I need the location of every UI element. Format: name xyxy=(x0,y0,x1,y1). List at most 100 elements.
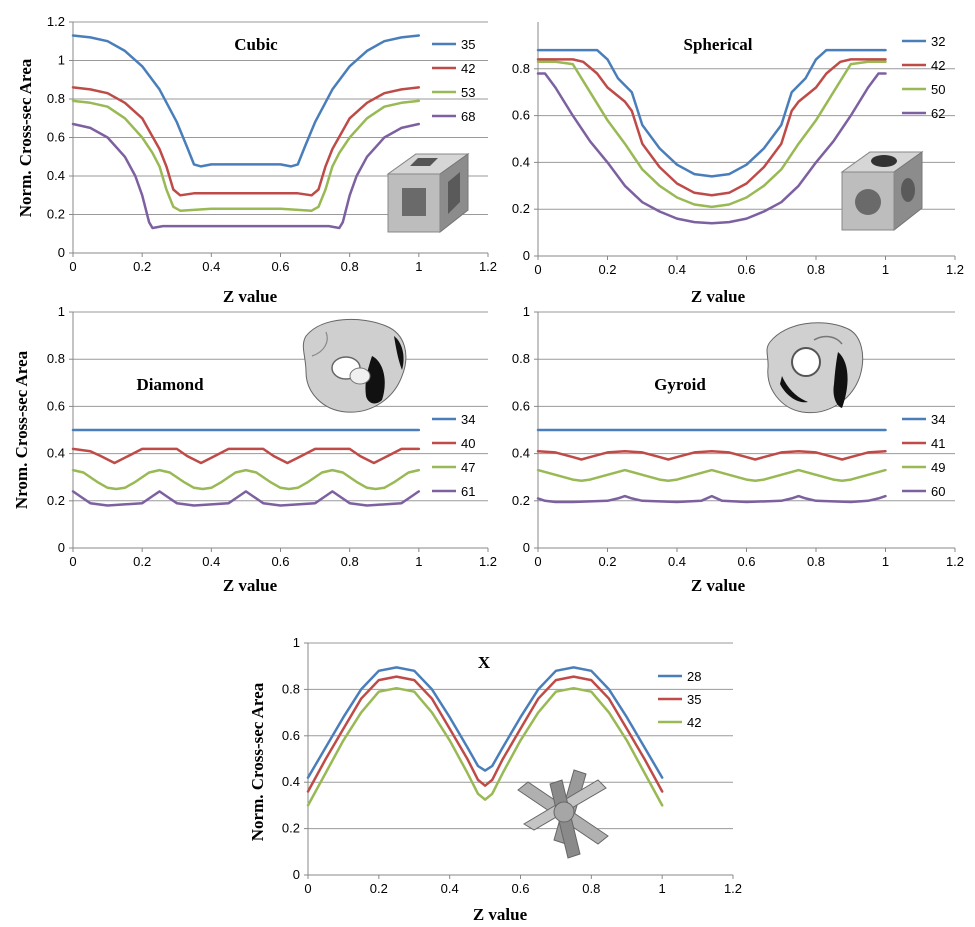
y-axis-title: Norm. Cross-sec Area xyxy=(248,682,267,841)
legend-label: 61 xyxy=(461,484,475,499)
x-tick-label: 0.2 xyxy=(133,259,151,274)
x-axis-title: Z value xyxy=(473,905,528,924)
x-tick-label: 1.2 xyxy=(724,881,742,896)
y-tick-label: 0.6 xyxy=(47,398,65,413)
y-tick-label: 1 xyxy=(58,53,65,68)
chart-title: Spherical xyxy=(684,35,753,54)
x-tick-label: 0.4 xyxy=(202,554,220,569)
y-tick-label: 0 xyxy=(58,245,65,260)
y-tick-label: 1 xyxy=(523,304,530,319)
series-line-42 xyxy=(306,686,664,807)
x-tick-label: 1 xyxy=(415,554,422,569)
x-tick-label: 0.6 xyxy=(271,554,289,569)
y-tick-label: 0.2 xyxy=(47,207,65,222)
series-line-47 xyxy=(71,468,421,491)
legend-label: 62 xyxy=(931,106,945,121)
y-tick-label: 0.2 xyxy=(512,493,530,508)
chart-title: Cubic xyxy=(234,35,278,54)
chart-title: Gyroid xyxy=(654,375,706,394)
y-tick-label: 0.4 xyxy=(282,774,300,789)
y-tick-label: 0.4 xyxy=(512,446,530,461)
gyroid-surface-icon xyxy=(766,322,864,414)
x-tick-label: 0.4 xyxy=(668,262,686,277)
y-axis-title: Norm. Cross-sec Area xyxy=(16,58,35,217)
x-tick-label: 0.6 xyxy=(271,259,289,274)
series-line-68 xyxy=(71,122,421,230)
diamond-surface-icon xyxy=(302,318,407,413)
x-tick-label: 0.8 xyxy=(807,554,825,569)
legend-label: 34 xyxy=(461,412,475,427)
series-line-35 xyxy=(71,34,421,168)
x-axis-title: Z value xyxy=(691,287,746,306)
y-tick-label: 0.2 xyxy=(47,493,65,508)
y-tick-label: 0.2 xyxy=(512,201,530,216)
x-tick-label: 0.2 xyxy=(370,881,388,896)
y-tick-label: 0.8 xyxy=(47,351,65,366)
x-tick-label: 1.2 xyxy=(479,554,497,569)
x-tick-label: 1 xyxy=(882,262,889,277)
x-junction-struts-icon xyxy=(517,769,609,859)
x-tick-label: 0 xyxy=(304,881,311,896)
x-tick-label: 1 xyxy=(882,554,889,569)
y-tick-label: 0.8 xyxy=(47,91,65,106)
x-tick-label: 0.4 xyxy=(441,881,459,896)
x-tick-label: 0 xyxy=(534,554,541,569)
x-tick-label: 0.8 xyxy=(341,554,359,569)
x-tick-label: 1 xyxy=(659,881,666,896)
x-axis-title: Z value xyxy=(691,576,746,595)
chart-cubic: 0 0.2 0.4 0.6 0.8 1 1.2 0 0.2 0.4 0.6 0.8 1 1.2 35 42 53… xyxy=(16,14,497,306)
series-line-40 xyxy=(71,447,421,465)
x-tick-label: 0 xyxy=(534,262,541,277)
x-tick-label: 0.6 xyxy=(737,262,755,277)
y-tick-label: 0.8 xyxy=(512,61,530,76)
y-tick-label: 0.6 xyxy=(512,398,530,413)
y-tick-label: 0 xyxy=(523,540,530,555)
y-tick-label: 0.6 xyxy=(47,130,65,145)
x-tick-label: 1.2 xyxy=(479,259,497,274)
series-line-62 xyxy=(536,72,887,225)
legend-label: 49 xyxy=(931,460,945,475)
chart-title: Diamond xyxy=(136,375,204,394)
chart-gyroid: 0 0.2 0.4 0.6 0.8 1 1.2 0 0.2 0.4 0.6 0.8 1 34 41 49 60 G… xyxy=(512,304,964,595)
y-tick-label: 0.6 xyxy=(282,728,300,743)
y-tick-label: 0 xyxy=(58,540,65,555)
x-tick-label: 0 xyxy=(69,259,76,274)
x-tick-label: 0.8 xyxy=(807,262,825,277)
legend-label: 42 xyxy=(931,58,945,73)
legend-label: 50 xyxy=(931,82,945,97)
y-axis-title: Nrom. Cross-sec Area xyxy=(12,350,31,509)
cube-with-square-holes-icon xyxy=(386,153,470,234)
x-tick-label: 0.8 xyxy=(341,259,359,274)
x-tick-label: 0.6 xyxy=(511,881,529,896)
x-tick-label: 1 xyxy=(415,259,422,274)
series-line-53 xyxy=(71,99,421,212)
y-tick-label: 0.8 xyxy=(512,351,530,366)
series-line-42 xyxy=(536,58,887,197)
series-line-41 xyxy=(536,449,887,461)
legend-label: 41 xyxy=(931,436,945,451)
x-tick-label: 0 xyxy=(69,554,76,569)
series-line-32 xyxy=(536,48,887,178)
legend-label: 60 xyxy=(931,484,945,499)
series-line-50 xyxy=(536,60,887,209)
y-tick-label: 0.6 xyxy=(512,108,530,123)
chart-title: X xyxy=(478,653,491,672)
y-tick-label: 0.4 xyxy=(47,446,65,461)
y-tick-label: 1 xyxy=(58,304,65,319)
y-tick-label: 0.8 xyxy=(282,681,300,696)
x-tick-label: 0.8 xyxy=(582,881,600,896)
chart-x: 0 0.2 0.4 0.6 0.8 1 1.2 0 0.2 0.4 0.6 0.8 1 28 35 42 X Z … xyxy=(248,635,742,924)
series-line-28 xyxy=(306,666,664,779)
x-tick-label: 1.2 xyxy=(946,554,964,569)
y-tick-label: 1 xyxy=(293,635,300,650)
x-tick-label: 0.4 xyxy=(668,554,686,569)
legend-label: 40 xyxy=(461,436,475,451)
x-tick-label: 0.4 xyxy=(202,259,220,274)
legend-label: 28 xyxy=(687,669,701,684)
x-axis-title: Z value xyxy=(223,576,278,595)
legend-label: 35 xyxy=(461,37,475,52)
y-tick-label: 0 xyxy=(293,867,300,882)
x-tick-label: 1.2 xyxy=(946,262,964,277)
x-axis-title: Z value xyxy=(223,287,278,306)
